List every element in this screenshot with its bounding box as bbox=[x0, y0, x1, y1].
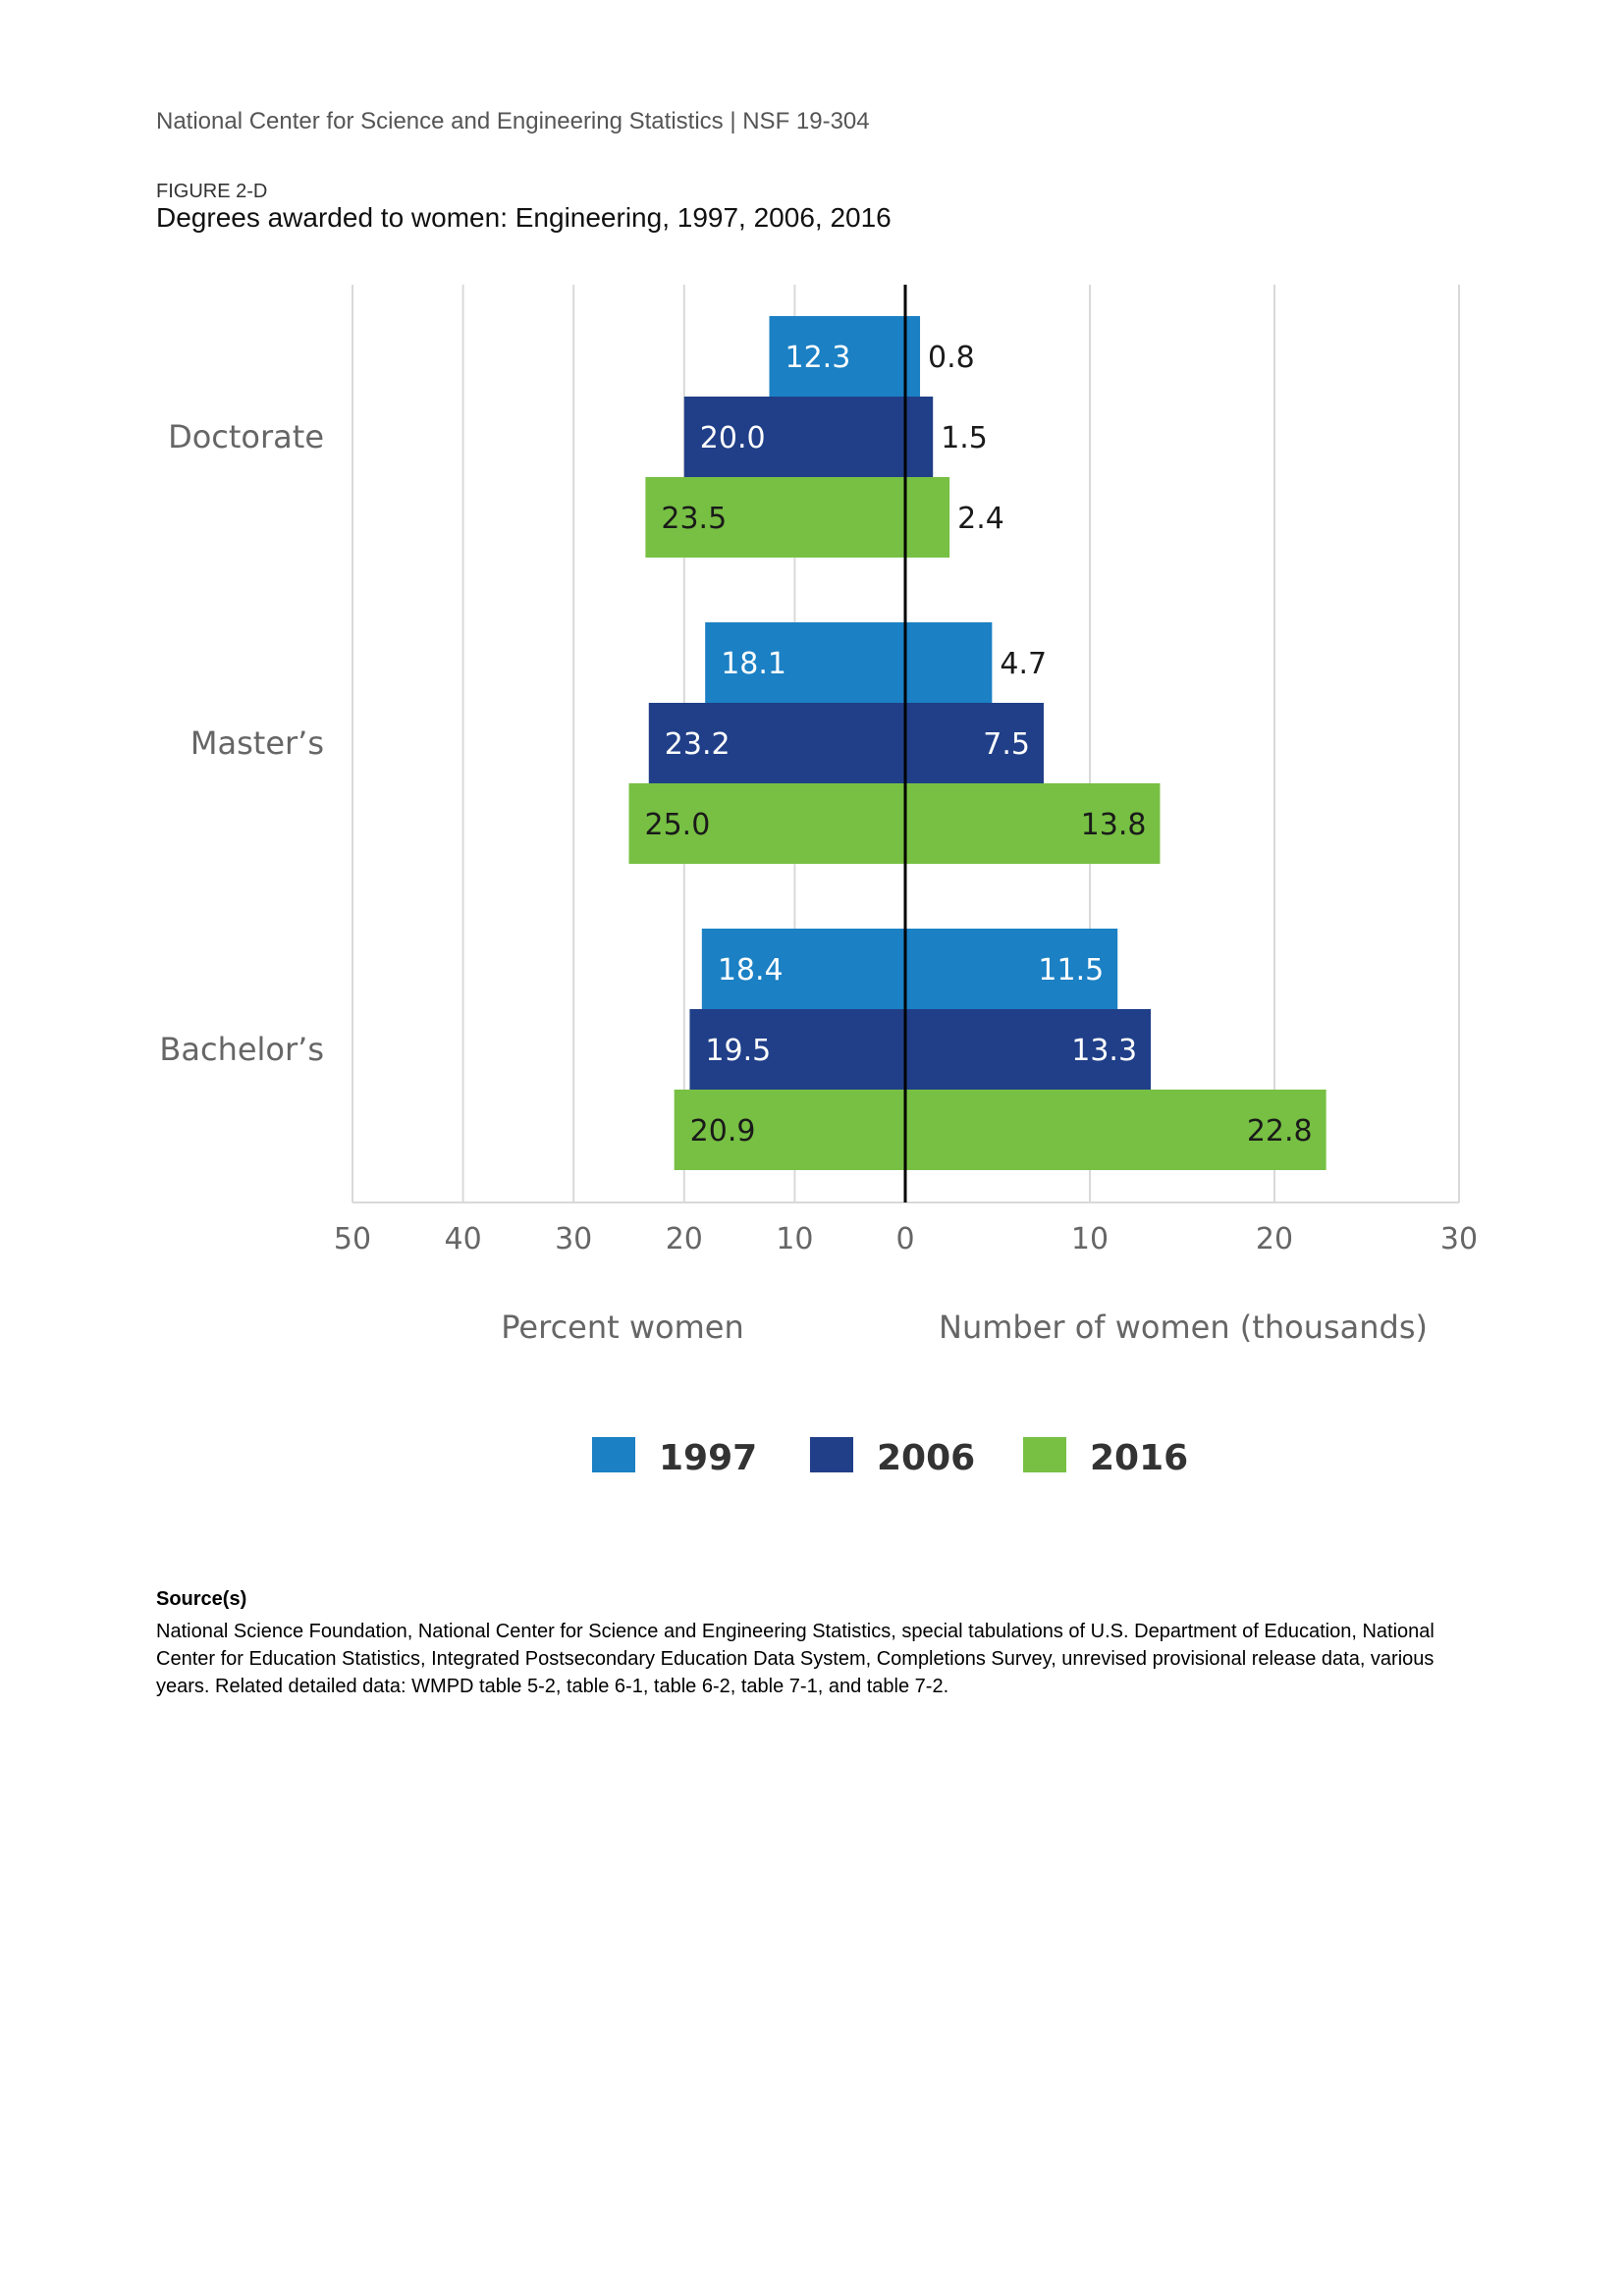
tick-label: 20 bbox=[1256, 1222, 1293, 1256]
data-label-number: 0.8 bbox=[928, 341, 975, 375]
data-label-percent: 23.5 bbox=[661, 502, 727, 536]
tick-label: 50 bbox=[334, 1222, 371, 1256]
legend-swatch bbox=[810, 1437, 853, 1472]
data-label-percent: 25.0 bbox=[645, 808, 711, 842]
bar-number-2006 bbox=[905, 703, 1044, 783]
data-label-number: 4.7 bbox=[1000, 647, 1047, 681]
data-label-number: 13.8 bbox=[1081, 808, 1147, 842]
bar-number-2016 bbox=[905, 783, 1161, 864]
bar-percent-2016 bbox=[628, 783, 905, 864]
bar-percent-2006 bbox=[689, 1009, 905, 1090]
legend: 1997 2006 2016 bbox=[592, 1437, 1188, 1478]
data-label-number: 13.3 bbox=[1071, 1034, 1137, 1068]
bar-percent-1997 bbox=[705, 622, 905, 703]
category-label: Master’s bbox=[190, 724, 324, 762]
figure-title: Degrees awarded to women: Engineering, 1… bbox=[156, 202, 892, 233]
category-label: Bachelor’s bbox=[159, 1031, 324, 1068]
tick-label: 30 bbox=[555, 1222, 592, 1256]
bar-number-1997 bbox=[905, 316, 921, 397]
bar-percent-2016 bbox=[674, 1090, 905, 1170]
bar-number-2006 bbox=[905, 1009, 1152, 1090]
right-axis-title: Number of women (thousands) bbox=[939, 1308, 1428, 1346]
legend-label: 1997 bbox=[659, 1438, 757, 1478]
bar-number-1997 bbox=[905, 622, 993, 703]
data-label-percent: 18.1 bbox=[721, 647, 786, 681]
tick-label: 30 bbox=[1440, 1222, 1478, 1256]
axes: 50 40 30 20 10 0 10 20 30 Doctorate Master’s Bachel… bbox=[159, 285, 1478, 1346]
bars: 12.3 0.8 20.0 1.5 23.5 2.4 18.1 4.7 23.2 7.5 25.0 1… bbox=[628, 316, 1326, 1170]
source-text: National Science Foundation, National Ce… bbox=[156, 1621, 1435, 1697]
legend-label: 2006 bbox=[877, 1438, 975, 1478]
data-label-number: 2.4 bbox=[957, 502, 1004, 536]
figure-number: FIGURE 2-D bbox=[156, 181, 268, 202]
legend-swatch bbox=[592, 1437, 635, 1472]
diverging-bar-chart: 12.3 0.8 20.0 1.5 23.5 2.4 18.1 4.7 23.2 7.5 25.0 1… bbox=[159, 285, 1478, 1478]
bar-percent-2006 bbox=[683, 397, 905, 477]
data-label-percent: 20.9 bbox=[690, 1114, 756, 1148]
data-label-percent: 19.5 bbox=[705, 1034, 771, 1068]
bar-number-2006 bbox=[905, 397, 934, 477]
source-heading: Source(s) bbox=[156, 1588, 247, 1610]
data-label-number: 11.5 bbox=[1038, 953, 1104, 988]
bar-percent-1997 bbox=[769, 316, 905, 397]
category-label: Doctorate bbox=[168, 418, 324, 455]
tick-label: 10 bbox=[1071, 1222, 1109, 1256]
bar-percent-2006 bbox=[648, 703, 905, 783]
tick-label: 10 bbox=[776, 1222, 813, 1256]
bar-number-2016 bbox=[905, 1090, 1326, 1170]
data-label-number: 1.5 bbox=[941, 421, 988, 455]
publisher-line: National Center for Science and Engineer… bbox=[156, 108, 870, 134]
data-label-percent: 18.4 bbox=[718, 953, 784, 988]
data-label-percent: 20.0 bbox=[700, 421, 766, 455]
tick-label: 0 bbox=[895, 1222, 914, 1256]
data-label-percent: 23.2 bbox=[665, 727, 731, 762]
data-label-percent: 12.3 bbox=[785, 341, 851, 375]
bar-number-2016 bbox=[905, 477, 950, 558]
data-label-number: 7.5 bbox=[983, 727, 1030, 762]
tick-label: 20 bbox=[666, 1222, 703, 1256]
bar-percent-2016 bbox=[645, 477, 905, 558]
left-axis-title: Percent women bbox=[501, 1308, 743, 1346]
tick-label: 40 bbox=[445, 1222, 482, 1256]
data-label-number: 22.8 bbox=[1247, 1114, 1313, 1148]
bar-number-1997 bbox=[905, 929, 1118, 1009]
legend-label: 2016 bbox=[1090, 1438, 1188, 1478]
bar-percent-1997 bbox=[701, 929, 905, 1009]
legend-swatch bbox=[1023, 1437, 1066, 1472]
